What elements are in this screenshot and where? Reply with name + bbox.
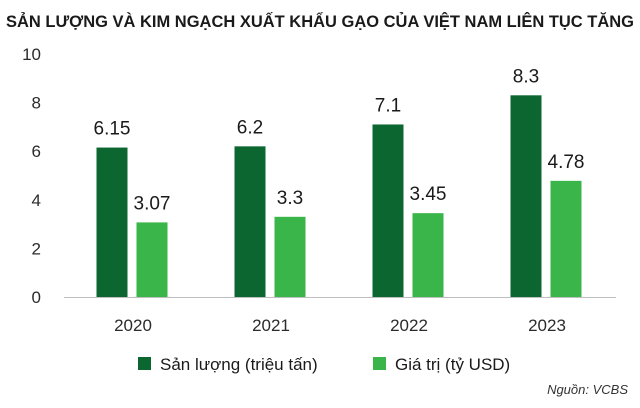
legend-swatch-san-luong bbox=[138, 357, 151, 370]
bar-san-luong-2023 bbox=[510, 95, 542, 297]
data-labels-group: 6.15 6.2 7.1 8.3 3.07 3.3 3.45 4.78 bbox=[94, 66, 585, 214]
bar-gia-tri-2023 bbox=[550, 180, 582, 297]
bar-san-luong-2021 bbox=[234, 146, 266, 297]
bar-gia-tri-2020 bbox=[136, 222, 168, 297]
data-label-gia-tri-2021: 3.3 bbox=[277, 188, 303, 209]
y-tick-label: 8 bbox=[32, 94, 41, 113]
y-tick-label: 10 bbox=[22, 45, 41, 64]
bar-san-luong-2020 bbox=[96, 147, 128, 297]
y-tick-label: 4 bbox=[32, 191, 41, 210]
data-label-gia-tri-2023: 4.78 bbox=[548, 152, 585, 173]
x-tick-label: 2021 bbox=[252, 316, 290, 335]
bar-gia-tri-2022 bbox=[412, 213, 444, 297]
x-tick-label: 2020 bbox=[114, 316, 152, 335]
chart-title: SẢN LƯỢNG VÀ KIM NGẠCH XUẤT KHẨU GẠO CỦA… bbox=[6, 12, 634, 31]
bars-group bbox=[96, 95, 582, 297]
data-label-san-luong-2020: 6.15 bbox=[94, 119, 131, 140]
category-labels-group: 2020 2021 2022 2023 bbox=[114, 316, 566, 335]
legend-label-gia-tri: Giá trị (tỷ USD) bbox=[395, 355, 510, 374]
y-tick-label: 0 bbox=[32, 288, 41, 307]
source-note: Nguồn: VCBS bbox=[547, 382, 628, 397]
bar-gia-tri-2021 bbox=[274, 216, 306, 297]
data-label-san-luong-2023: 8.3 bbox=[513, 66, 539, 87]
y-axis-ticks: 0 2 4 6 8 10 bbox=[22, 45, 41, 307]
x-tick-label: 2023 bbox=[528, 316, 566, 335]
bar-san-luong-2022 bbox=[372, 124, 404, 297]
y-tick-label: 6 bbox=[32, 142, 41, 161]
x-tick-label: 2022 bbox=[390, 316, 428, 335]
legend-label-san-luong: Sản lượng (triệu tấn) bbox=[160, 355, 318, 374]
y-tick-label: 2 bbox=[32, 239, 41, 258]
data-label-san-luong-2022: 7.1 bbox=[375, 95, 401, 116]
legend-swatch-gia-tri bbox=[373, 357, 386, 370]
legend: Sản lượng (triệu tấn) Giá trị (tỷ USD) bbox=[138, 355, 510, 374]
data-label-gia-tri-2022: 3.45 bbox=[410, 184, 447, 205]
data-label-gia-tri-2020: 3.07 bbox=[134, 193, 171, 214]
data-label-san-luong-2021: 6.2 bbox=[237, 117, 263, 138]
